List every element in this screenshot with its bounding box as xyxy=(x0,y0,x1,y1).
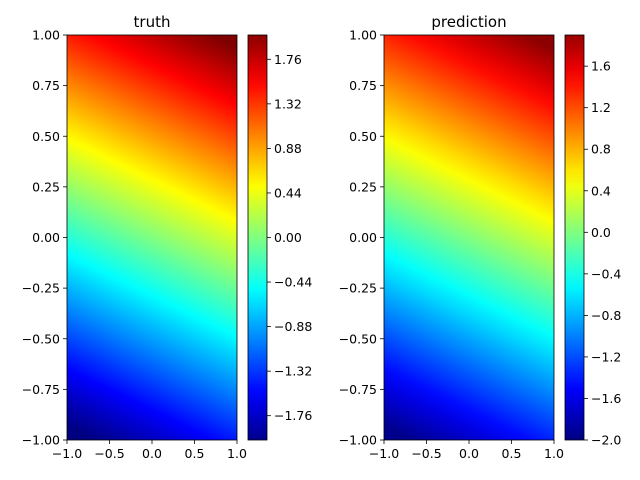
colorbar-tick-label: 1.76 xyxy=(274,52,302,67)
x-tick-label: −0.5 xyxy=(411,446,441,461)
colorbar-tick-label: 0.0 xyxy=(591,225,611,240)
y-tick-label: −0.25 xyxy=(22,281,60,296)
x-tick-label: 1.0 xyxy=(544,446,564,461)
heatmap-field xyxy=(384,35,554,440)
y-tick-label: 0.50 xyxy=(349,129,377,144)
colorbar-tick-label: −1.2 xyxy=(591,349,621,364)
x-tick-label: 0.5 xyxy=(185,446,205,461)
x-tick-label: −1.0 xyxy=(369,446,399,461)
colorbar-tick-label: −0.4 xyxy=(591,266,621,281)
colorbar-tick-label: −1.76 xyxy=(274,408,312,423)
y-tick-label: −1.00 xyxy=(339,433,377,448)
y-tick-label: 0.25 xyxy=(349,179,377,194)
y-tick-label: 0.00 xyxy=(349,230,377,245)
colorbar-tick-label: −1.6 xyxy=(591,391,621,406)
colorbar xyxy=(565,35,584,440)
colorbar-frame xyxy=(564,34,585,441)
colorbar-tick-label: −0.88 xyxy=(274,319,312,334)
colorbar-tick-label: 0.4 xyxy=(591,183,611,198)
x-tick-label: 0.5 xyxy=(502,446,522,461)
x-tick-label: 1.0 xyxy=(227,446,247,461)
y-tick-label: 0.25 xyxy=(32,179,60,194)
y-tick-label: −0.25 xyxy=(339,281,377,296)
colorbar-tick-label: 1.32 xyxy=(274,96,302,111)
x-tick-label: −0.5 xyxy=(94,446,124,461)
colorbar-tick-label: 1.2 xyxy=(591,100,611,115)
heatmap-field xyxy=(67,35,237,440)
subplot-truth: truth −1.0 −0.5 0.0 0.5 1.0 −1.00 −0.75 −0.50 −0.… xyxy=(22,13,313,461)
x-tick-label: 0.0 xyxy=(459,446,479,461)
y-tick-label: −0.75 xyxy=(339,382,377,397)
y-tick-label: 0.50 xyxy=(32,129,60,144)
y-tick-label: 1.00 xyxy=(32,28,60,43)
colorbar-tick-label: 1.6 xyxy=(591,59,611,74)
chart-title: truth xyxy=(134,13,171,31)
colorbar-tick-label: 0.00 xyxy=(274,230,302,245)
y-tick-label: 0.75 xyxy=(32,78,60,93)
y-tick-label: −0.50 xyxy=(22,331,60,346)
x-tick-label: −1.0 xyxy=(52,446,82,461)
colorbar-tick-label: −1.32 xyxy=(274,364,312,379)
colorbar xyxy=(248,35,267,440)
colorbar-tick-label: 0.8 xyxy=(591,142,611,157)
y-tick-label: −0.75 xyxy=(22,382,60,397)
y-tick-label: −0.50 xyxy=(339,331,377,346)
colorbar-tick-label: −0.8 xyxy=(591,308,621,323)
subplot-prediction: prediction −1.0 −0.5 0.0 0.5 1.0 −1.00 −0.75 −0.… xyxy=(339,13,622,461)
colorbar-tick-label: −0.44 xyxy=(274,275,312,290)
y-tick-label: −1.00 xyxy=(22,433,60,448)
colorbar-tick-label: 0.44 xyxy=(274,185,302,200)
colorbar-tick-label: −2.0 xyxy=(591,433,621,448)
y-tick-label: 0.75 xyxy=(349,78,377,93)
chart-title: prediction xyxy=(431,13,506,31)
y-tick-label: 1.00 xyxy=(349,28,377,43)
y-tick-label: 0.00 xyxy=(32,230,60,245)
colorbar-tick-label: 0.88 xyxy=(274,141,302,156)
x-tick-label: 0.0 xyxy=(142,446,162,461)
